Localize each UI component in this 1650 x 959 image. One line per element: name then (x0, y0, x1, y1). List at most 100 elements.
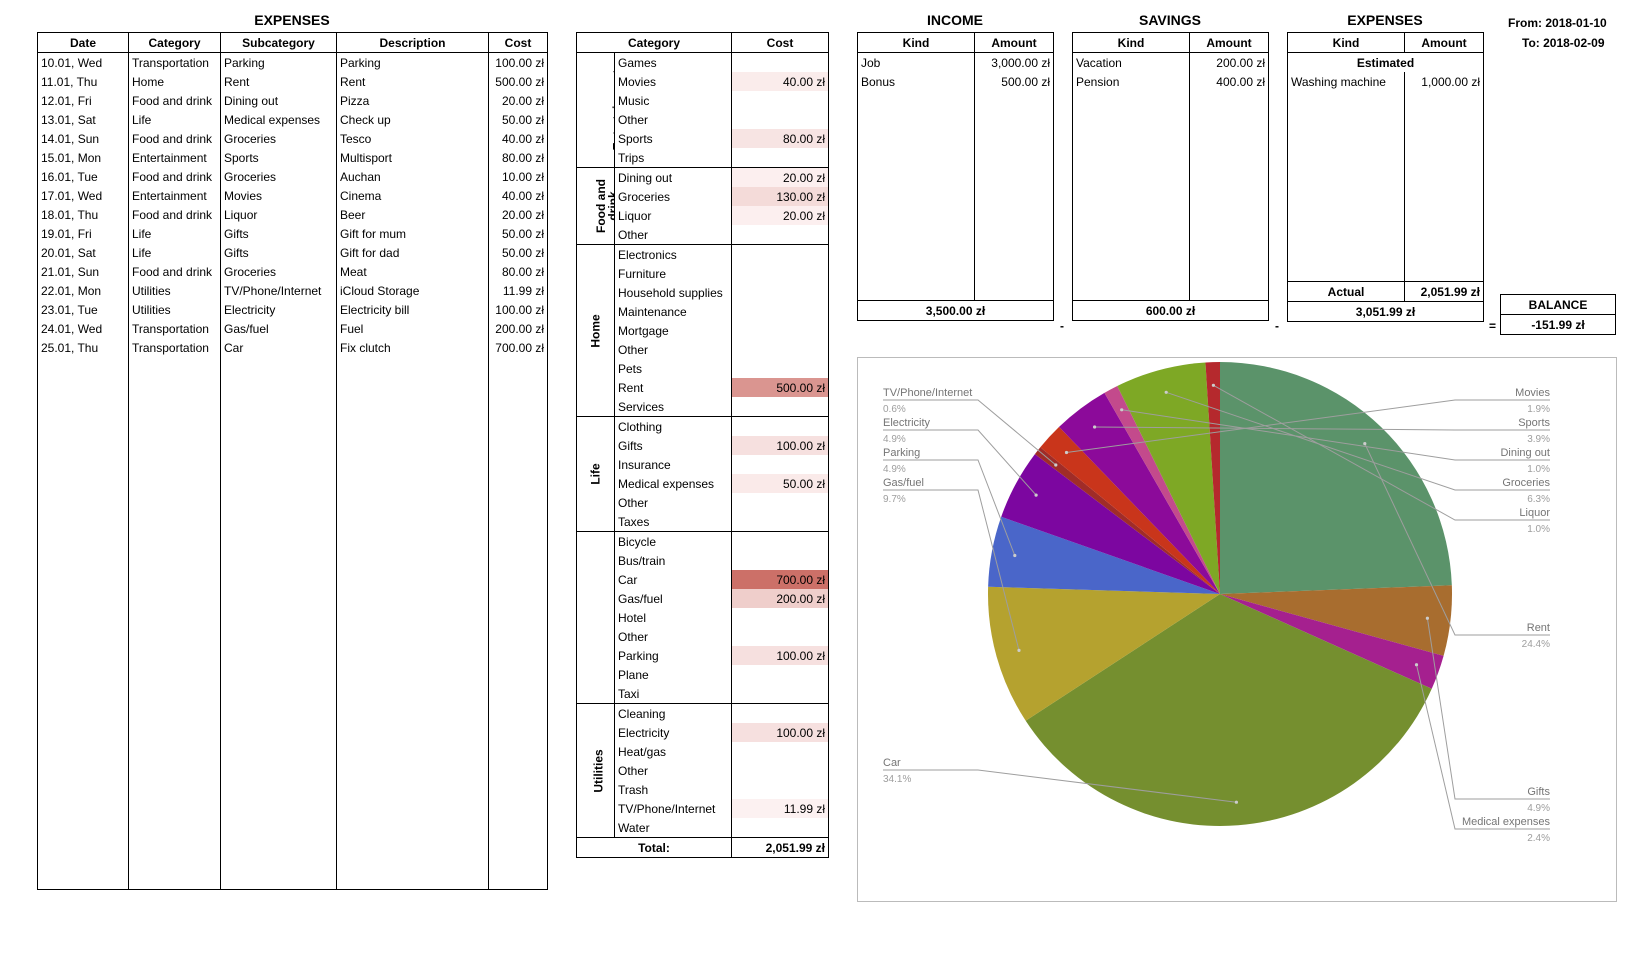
expsum-amount[interactable] (1404, 186, 1484, 205)
log-cell-description[interactable] (336, 395, 489, 414)
subcategory-name[interactable]: Taxes (613, 512, 733, 532)
subcategory-name[interactable]: Groceries (613, 187, 733, 206)
log-cell-category[interactable] (128, 376, 221, 395)
savings-amount[interactable] (1189, 281, 1269, 301)
expsum-amount[interactable] (1404, 129, 1484, 148)
subcategory-name[interactable]: Heat/gas (613, 742, 733, 761)
log-cell-description[interactable]: Check up (336, 110, 489, 129)
log-cell-description[interactable] (336, 490, 489, 509)
log-cell-date[interactable]: 18.01, Thu (37, 205, 129, 224)
log-cell-category[interactable] (128, 414, 221, 433)
savings-kind[interactable] (1072, 243, 1190, 262)
log-cell-category[interactable] (128, 737, 221, 756)
log-cell-cost[interactable]: 20.00 zł (488, 205, 548, 224)
subcategory-cost[interactable] (731, 512, 830, 532)
log-cell-category[interactable]: Utilities (128, 281, 221, 300)
log-cell-subcategory[interactable]: Gas/fuel (220, 319, 337, 338)
log-cell-date[interactable]: 19.01, Fri (37, 224, 129, 243)
savings-amount[interactable] (1189, 110, 1269, 129)
pie-slice-rent[interactable] (1220, 362, 1452, 594)
log-cell-cost[interactable]: 10.00 zł (488, 167, 548, 186)
log-cell-description[interactable] (336, 566, 489, 585)
subcategory-name[interactable]: Maintenance (613, 302, 733, 321)
log-cell-date[interactable] (37, 661, 129, 680)
subcategory-cost[interactable] (731, 340, 830, 359)
income-amount[interactable] (974, 262, 1054, 281)
log-cell-description[interactable] (336, 604, 489, 623)
subcategory-name[interactable]: Water (613, 818, 733, 838)
log-cell-subcategory[interactable] (220, 433, 337, 452)
log-cell-description[interactable] (336, 642, 489, 661)
subcategory-cost[interactable] (731, 359, 830, 378)
expsum-amount[interactable] (1404, 243, 1484, 262)
pie-slice-tv-phone-internet[interactable] (1034, 447, 1220, 594)
subcategory-name[interactable]: Insurance (613, 455, 733, 474)
pie-slice-liquor[interactable] (1205, 362, 1220, 594)
log-cell-category[interactable]: Entertainment (128, 186, 221, 205)
log-cell-date[interactable] (37, 528, 129, 547)
subcategory-name[interactable]: Clothing (613, 416, 733, 436)
log-cell-subcategory[interactable] (220, 737, 337, 756)
log-cell-description[interactable]: Cinema (336, 186, 489, 205)
savings-total[interactable]: 600.00 zł (1072, 300, 1269, 321)
log-cell-category[interactable] (128, 509, 221, 528)
log-cell-cost[interactable] (488, 794, 548, 813)
log-cell-category[interactable] (128, 699, 221, 718)
log-cell-date[interactable]: 10.01, Wed (37, 52, 129, 72)
subcategory-cost[interactable] (731, 416, 830, 436)
log-cell-category[interactable] (128, 661, 221, 680)
log-cell-cost[interactable] (488, 509, 548, 528)
subcategory-name[interactable]: Mortgage (613, 321, 733, 340)
savings-kind[interactable] (1072, 129, 1190, 148)
log-cell-category[interactable] (128, 756, 221, 775)
log-cell-cost[interactable] (488, 775, 548, 794)
log-cell-description[interactable]: Fix clutch (336, 338, 489, 357)
log-cell-description[interactable]: Beer (336, 205, 489, 224)
log-cell-cost[interactable]: 200.00 zł (488, 319, 548, 338)
expsum-kind[interactable] (1287, 205, 1405, 224)
log-cell-category[interactable] (128, 452, 221, 471)
log-cell-cost[interactable] (488, 680, 548, 699)
log-cell-date[interactable] (37, 851, 129, 870)
income-amount[interactable] (974, 186, 1054, 205)
savings-amount[interactable] (1189, 148, 1269, 167)
subcategory-name[interactable]: Trash (613, 780, 733, 799)
subcategory-name[interactable]: Pets (613, 359, 733, 378)
pie-slice-sports[interactable] (1059, 392, 1220, 594)
log-cell-subcategory[interactable] (220, 623, 337, 642)
pie-slice-gifts[interactable] (1220, 585, 1453, 656)
income-kind[interactable] (857, 205, 975, 224)
log-cell-description[interactable]: Electricity bill (336, 300, 489, 319)
log-cell-date[interactable]: 24.01, Wed (37, 319, 129, 338)
log-cell-date[interactable] (37, 718, 129, 737)
log-cell-category[interactable]: Food and drink (128, 262, 221, 281)
log-cell-description[interactable] (336, 699, 489, 718)
log-cell-category[interactable] (128, 832, 221, 851)
log-cell-description[interactable] (336, 775, 489, 794)
subcategory-cost[interactable]: 100.00 zł (731, 436, 830, 455)
log-cell-subcategory[interactable]: Dining out (220, 91, 337, 110)
income-amount[interactable] (974, 167, 1054, 186)
log-cell-date[interactable] (37, 452, 129, 471)
subcategory-cost[interactable] (731, 665, 830, 684)
income-kind[interactable]: Job (857, 52, 975, 72)
log-cell-category[interactable] (128, 566, 221, 585)
log-cell-date[interactable] (37, 509, 129, 528)
subcategory-cost[interactable]: 40.00 zł (731, 72, 830, 91)
subcategory-cost[interactable] (731, 110, 830, 129)
log-cell-description[interactable] (336, 433, 489, 452)
log-cell-cost[interactable] (488, 813, 548, 832)
subcategory-name[interactable]: Medical expenses (613, 474, 733, 493)
subcategory-name[interactable]: Cleaning (613, 703, 733, 723)
subcategory-name[interactable]: Furniture (613, 264, 733, 283)
subcategory-cost[interactable]: 50.00 zł (731, 474, 830, 493)
log-cell-date[interactable]: 15.01, Mon (37, 148, 129, 167)
log-cell-cost[interactable] (488, 471, 548, 490)
income-kind[interactable] (857, 186, 975, 205)
log-cell-description[interactable]: Auchan (336, 167, 489, 186)
log-cell-category[interactable] (128, 623, 221, 642)
log-cell-subcategory[interactable] (220, 604, 337, 623)
savings-amount[interactable] (1189, 91, 1269, 110)
log-cell-date[interactable] (37, 794, 129, 813)
savings-amount[interactable] (1189, 167, 1269, 186)
